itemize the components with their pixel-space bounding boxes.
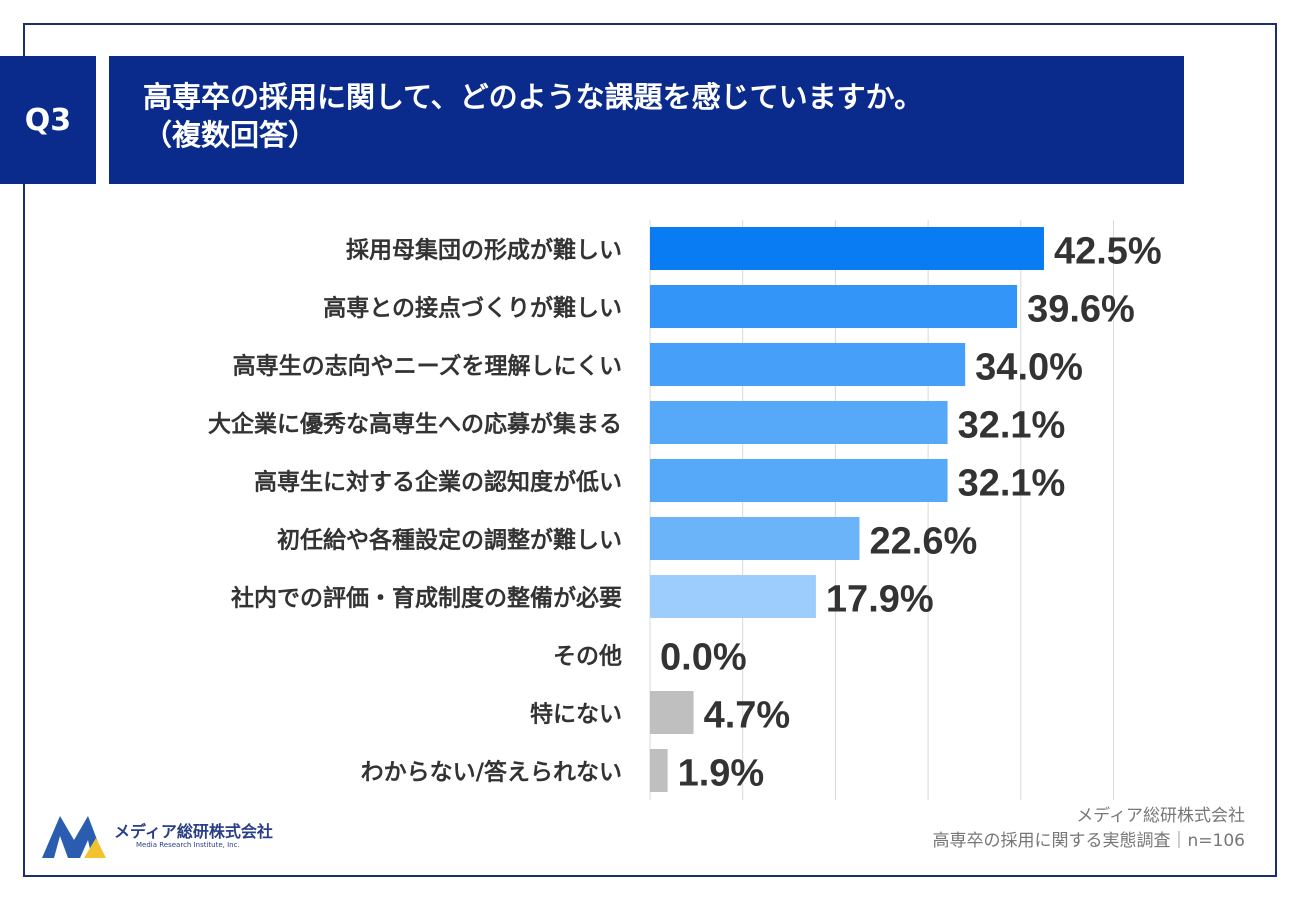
value-label: 32.1% [958,405,1066,447]
category-label: 高専生の志向やニーズを理解しにくい [233,353,622,380]
category-label: 高専との接点づくりが難しい [323,295,622,322]
source-note: メディア総研株式会社 高専卒の採用に関する実態調査｜n=106 [933,804,1245,854]
value-label: 34.0% [975,347,1083,389]
category-label: 初任給や各種設定の調整が難しい [277,527,622,554]
source-line-2: 高専卒の採用に関する実態調査｜n=106 [932,831,1245,851]
bar [650,285,1018,328]
category-label: 高専生に対する企業の認知度が低い [254,469,622,496]
value-label: 42.5% [1054,231,1162,273]
bar [650,575,816,618]
category-label: その他 [553,644,622,670]
bar [650,749,668,792]
bar [650,343,966,386]
category-label: 大企業に優秀な高専生への応募が集まる [208,411,622,438]
value-label: 0.0% [660,637,747,679]
bar [650,227,1044,270]
logo-subtitle: Media Research Institute, Inc. [136,841,240,849]
category-label: わからない/答えられない [361,759,622,786]
company-logo: メディア総研株式会社 Media Research Institute, Inc… [40,810,280,862]
value-label: 22.6% [870,521,978,563]
logo-name: メディア総研株式会社 [114,822,273,841]
value-label: 4.7% [704,695,791,737]
bar [650,459,948,502]
value-label: 39.6% [1027,289,1135,331]
value-label: 32.1% [958,463,1066,505]
title-line-2: （複数回答） [143,118,318,152]
value-label: 17.9% [826,579,934,621]
category-label: 社内での評価・育成制度の整備が必要 [231,585,622,612]
title-bar: 高専卒の採用に関して、どのような課題を感じていますか。 （複数回答） [109,56,1184,184]
category-label: 特にない [530,702,622,728]
bar [650,691,694,734]
question-badge: Q3 [0,56,96,184]
logo-mark-icon [42,816,106,858]
bar [650,517,860,560]
category-label: 採用母集団の形成が難しい [346,237,622,264]
bar [650,401,948,444]
source-line-1: メディア総研株式会社 [1076,806,1245,826]
value-label: 1.9% [678,753,765,795]
title-line-1: 高専卒の採用に関して、どのような課題を感じていますか。 [143,80,924,114]
